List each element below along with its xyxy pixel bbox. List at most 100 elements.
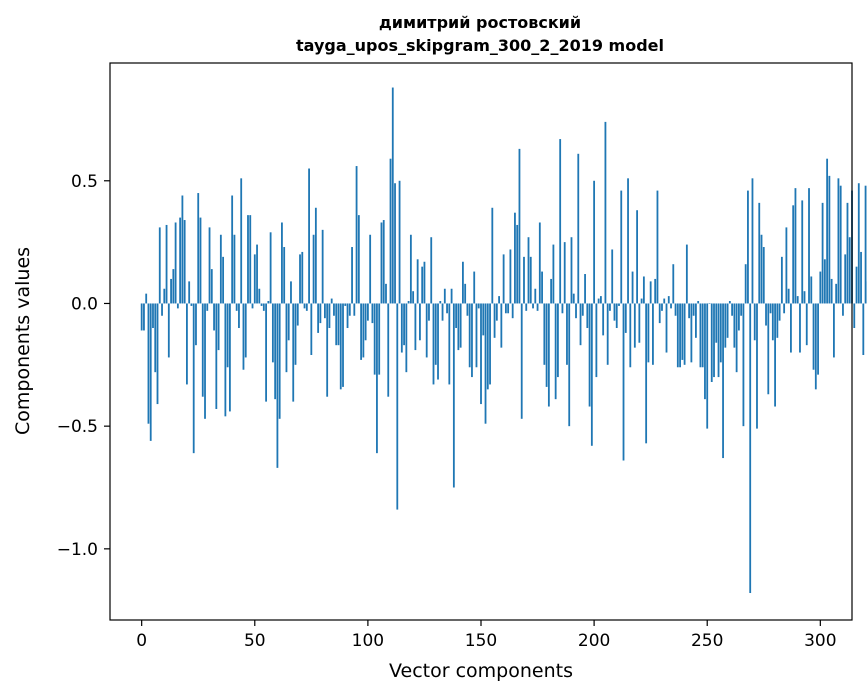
- bar: [661, 303, 663, 311]
- bar: [731, 303, 734, 316]
- bar: [640, 298, 643, 304]
- bar: [685, 244, 688, 304]
- bar: [192, 303, 195, 454]
- bar: [486, 303, 489, 390]
- bar: [366, 303, 369, 321]
- bar: [437, 303, 439, 380]
- bar: [529, 256, 532, 304]
- bar: [762, 247, 765, 304]
- bar: [708, 303, 711, 304]
- bar: [778, 303, 781, 321]
- bar: [380, 222, 383, 304]
- bar: [425, 303, 428, 358]
- bar: [452, 303, 455, 488]
- bar: [385, 283, 387, 304]
- bar: [219, 234, 222, 304]
- bar: [448, 303, 451, 385]
- bar: [776, 303, 779, 338]
- bar: [170, 278, 172, 304]
- bar: [615, 303, 618, 329]
- bar: [414, 303, 417, 351]
- bar: [771, 303, 774, 341]
- bar: [652, 303, 654, 365]
- bar: [787, 288, 790, 304]
- bar: [676, 303, 679, 368]
- bar: [208, 227, 211, 304]
- bar: [335, 303, 338, 346]
- bar: [450, 288, 453, 304]
- bar: [744, 264, 747, 304]
- bar: [844, 254, 847, 304]
- y-tick-label: −0.5: [57, 417, 98, 437]
- bar: [695, 303, 697, 338]
- bar: [265, 303, 267, 402]
- bar: [333, 303, 335, 316]
- bar: [276, 303, 279, 468]
- bar: [267, 301, 270, 304]
- bar: [389, 158, 392, 304]
- bar: [692, 303, 695, 316]
- bar: [570, 237, 573, 304]
- bar: [174, 222, 177, 304]
- bar: [303, 303, 306, 309]
- bar: [543, 303, 546, 365]
- bar: [769, 303, 772, 314]
- bar: [633, 303, 636, 348]
- bar: [430, 237, 433, 304]
- bar: [321, 229, 324, 304]
- bar: [145, 293, 148, 304]
- bar: [213, 303, 215, 331]
- bar: [823, 259, 826, 304]
- bar: [355, 166, 358, 304]
- bar: [190, 303, 193, 306]
- bar: [532, 303, 534, 309]
- bar: [507, 303, 510, 314]
- bar: [468, 303, 471, 368]
- bar: [577, 153, 580, 304]
- bar: [670, 303, 672, 309]
- y-tick-label: −1.0: [57, 540, 98, 560]
- bar: [545, 303, 548, 387]
- bar: [550, 278, 553, 304]
- bar: [285, 303, 288, 373]
- bar: [500, 303, 503, 348]
- bar: [217, 303, 220, 351]
- bar: [848, 237, 851, 304]
- bar: [398, 180, 401, 304]
- bar: [581, 303, 584, 316]
- bar: [283, 247, 286, 304]
- bar: [274, 303, 277, 400]
- bar: [149, 303, 152, 441]
- bars-group: [140, 87, 867, 594]
- bar: [262, 303, 265, 311]
- bar: [443, 288, 446, 304]
- bar: [656, 190, 659, 304]
- bar: [805, 303, 808, 346]
- bar: [183, 220, 186, 304]
- y-axis-ticks: −1.0 −0.5 0.0 0.5: [57, 172, 110, 560]
- bar: [314, 207, 317, 304]
- bar: [837, 178, 840, 304]
- x-axis-label: Vector components: [389, 660, 573, 682]
- bar: [210, 269, 213, 304]
- bar: [281, 222, 283, 304]
- bar: [803, 291, 806, 304]
- bar: [206, 303, 209, 311]
- bar: [722, 303, 724, 459]
- bar: [622, 303, 625, 461]
- bar: [742, 303, 745, 427]
- bar: [518, 148, 521, 304]
- bar: [566, 303, 568, 365]
- bar: [330, 298, 333, 304]
- bar: [308, 168, 310, 304]
- bar: [312, 234, 315, 304]
- bar: [353, 303, 356, 316]
- bar: [642, 276, 645, 304]
- chart-title-line2: tayga_upos_skipgram_300_2_2019 model: [296, 36, 664, 55]
- bar: [167, 303, 170, 358]
- bar: [240, 178, 243, 304]
- bar: [830, 278, 833, 304]
- bar: [690, 303, 693, 363]
- bar: [756, 303, 758, 429]
- bar: [534, 288, 537, 304]
